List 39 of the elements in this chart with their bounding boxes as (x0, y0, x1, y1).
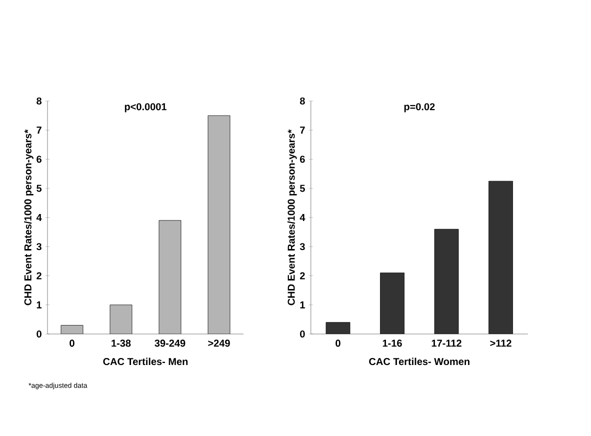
y-tick-label: 3 (36, 243, 42, 250)
x-tick-label: >112 (490, 340, 512, 347)
bar (208, 115, 230, 334)
y-axis-title: CHD Event Rates/1000 person-years* (24, 129, 34, 306)
y-tick-label: 8 (300, 97, 305, 105)
chart-title: p=0.02 (404, 103, 435, 112)
x-axis-title: CAC Tertiles- Women (369, 358, 470, 366)
y-tick-label: 3 (300, 243, 305, 250)
x-tick-label: 0 (70, 340, 74, 347)
x-axis-title: CAC Tertiles- Men (103, 358, 188, 366)
x-tick-label: 0 (336, 340, 340, 347)
y-axis-title: CHD Event Rates/1000 person-years* (287, 129, 297, 306)
y-tick-label: 4 (36, 214, 42, 221)
y-tick-label: 5 (36, 184, 42, 192)
bar (326, 322, 350, 334)
x-tick-label: 39-249 (154, 340, 186, 347)
y-tick-label: 4 (300, 214, 306, 221)
y-tick-label: 2 (300, 272, 305, 280)
y-tick-label: 6 (36, 156, 42, 163)
bar (158, 220, 182, 334)
bar (110, 304, 132, 334)
y-tick-label: 0 (300, 330, 305, 338)
x-tick-label: 1-38 (112, 340, 131, 347)
y-tick-label: 1 (36, 301, 42, 308)
y-tick-label: 6 (300, 156, 305, 163)
x-tick-label: >249 (208, 340, 230, 347)
y-tick-label: 8 (36, 97, 42, 105)
x-tick-label: 1-16 (382, 340, 402, 347)
bar (488, 180, 513, 334)
bar (434, 228, 459, 334)
bar (380, 272, 404, 334)
chart-title: p<0.0001 (124, 103, 166, 112)
y-tick-label: 0 (36, 330, 42, 338)
y-tick-label: 1 (300, 301, 305, 308)
y-tick-label: 5 (300, 184, 305, 192)
y-tick-label: 2 (36, 272, 42, 280)
y-tick-label: 7 (36, 126, 42, 134)
y-tick-label: 7 (300, 126, 305, 134)
x-tick-label: 17-112 (432, 340, 462, 347)
